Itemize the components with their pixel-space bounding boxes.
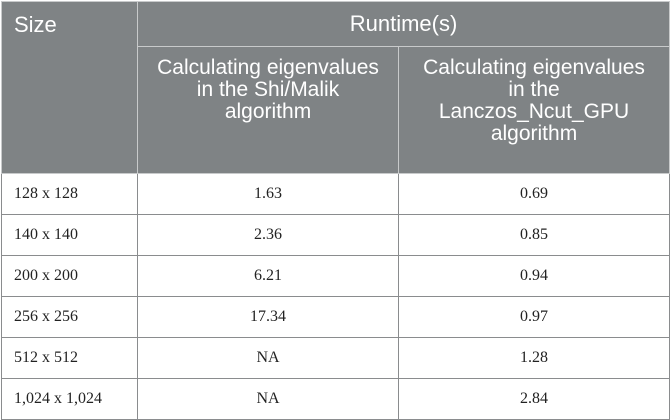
lanczos-cell: 0.85 <box>397 214 670 256</box>
size-cell: 512 x 512 <box>1 337 138 379</box>
table-row: 128 x 128 1.63 0.69 <box>1 173 670 215</box>
table-row: 256 x 256 17.34 0.97 <box>1 296 670 338</box>
size-cell: 140 x 140 <box>1 214 138 256</box>
shi-malik-cell: NA <box>137 378 399 420</box>
size-cell: 256 x 256 <box>1 296 138 338</box>
table-row: 1,024 x 1,024 NA 2.84 <box>1 378 670 420</box>
lanczos-header-label: Calculating eigenvalues in the Lanczos_N… <box>423 56 645 145</box>
size-cell: 200 x 200 <box>1 255 138 297</box>
shi-malik-cell: 6.21 <box>137 255 399 297</box>
shi-malik-column-header: Calculating eigenvalues in the Shi/Malik… <box>137 46 399 174</box>
header-row-sub: Calculating eigenvalues in the Shi/Malik… <box>2 46 670 174</box>
table-row: 512 x 512 NA 1.28 <box>1 337 670 379</box>
table-row: 200 x 200 6.21 0.94 <box>1 255 670 297</box>
shi-malik-cell: 2.36 <box>137 214 399 256</box>
runtime-group-header: Runtime(s) <box>136 1 670 47</box>
shi-malik-header-label: Calculating eigenvalues in the Shi/Malik… <box>157 56 379 123</box>
lanczos-column-header: Calculating eigenvalues in the Lanczos_N… <box>397 46 670 174</box>
shi-malik-cell: 17.34 <box>137 296 399 338</box>
table-body: 128 x 128 1.63 0.69 140 x 140 2.36 0.85 … <box>1 173 670 420</box>
lanczos-cell: 1.28 <box>397 337 670 379</box>
header-row-top: Size Runtime(s) <box>1 1 670 174</box>
lanczos-cell: 0.69 <box>397 173 670 215</box>
size-column-header: Size <box>1 1 138 174</box>
shi-malik-cell: NA <box>137 337 399 379</box>
table-row: 140 x 140 2.36 0.85 <box>1 214 670 256</box>
shi-malik-cell: 1.63 <box>137 173 399 215</box>
table-header: Size Runtime(s) Calculating eigenvalues … <box>1 1 670 174</box>
lanczos-cell: 0.97 <box>397 296 670 338</box>
size-cell: 1,024 x 1,024 <box>1 378 138 420</box>
size-cell: 128 x 128 <box>1 173 138 215</box>
lanczos-cell: 2.84 <box>397 378 670 420</box>
lanczos-cell: 0.94 <box>397 255 670 297</box>
